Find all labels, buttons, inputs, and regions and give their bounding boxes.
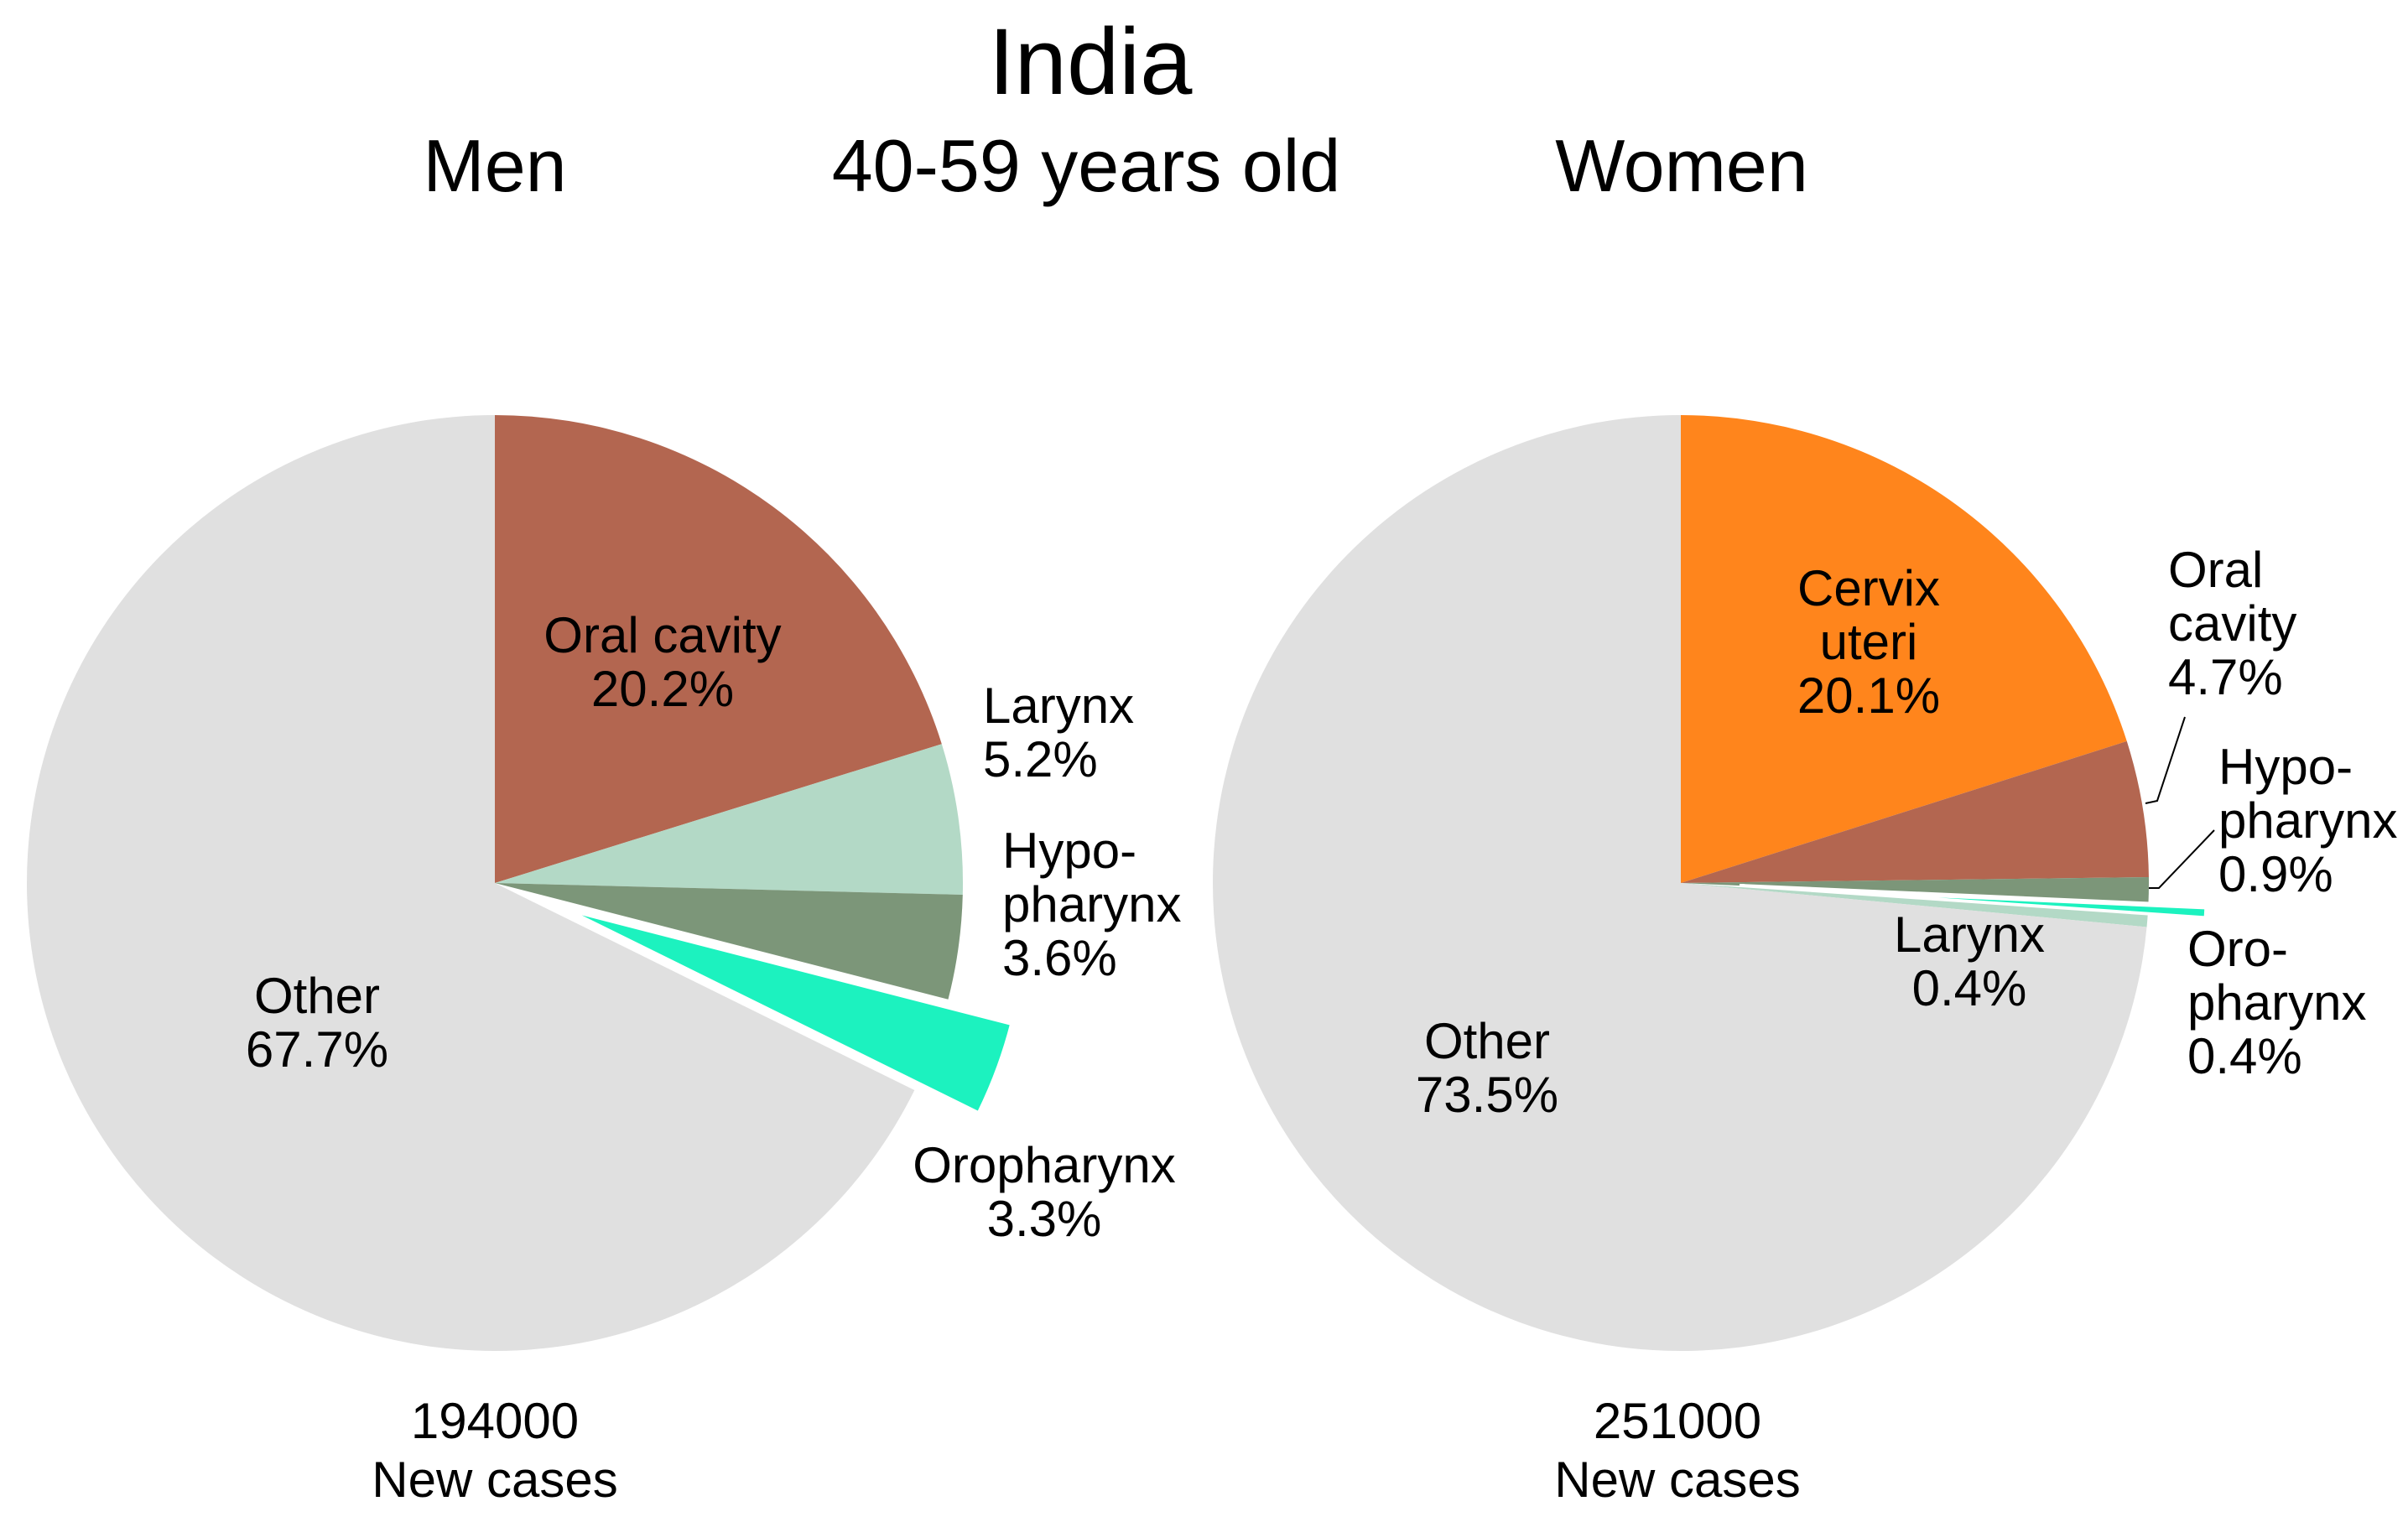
women-label-oral-cavity-line: cavity [2168, 595, 2296, 652]
men-label-oral-cavity: Oral cavity 20.2% [543, 607, 781, 717]
men-label-hypopharynx-line: Hypo- [1002, 823, 1136, 879]
men-labels: Oral cavity 20.2% Larynx 5.2%Hypo-pharynx 3.… [246, 607, 1182, 1247]
men-label-oropharynx: Oropharynx 3.3% [913, 1137, 1175, 1247]
men-label-other-line: 67.7% [246, 1021, 388, 1078]
women-total-cases-label: New cases [1554, 1452, 1800, 1508]
women-label-hypopharynx-line: 0.9% [2218, 846, 2333, 902]
women-label-cervix-uteri-line: 20.1% [1797, 667, 1940, 724]
women-label-oral-cavity: Oral cavity 4.7% [2168, 542, 2296, 705]
women-wedges [1213, 415, 2210, 1351]
men-label-oral-cavity-line: Oral cavity [543, 607, 781, 663]
men-slice-oropharynx [558, 904, 1017, 1118]
women-label-larynx: Larynx 0.4% [1894, 906, 2045, 1016]
women-label-oropharynx-line: pharynx [2187, 974, 2366, 1031]
men-slice-oral-cavity [495, 415, 942, 883]
chart-title: India [989, 9, 1194, 114]
women-labels: Cervix uteri 20.1% Oral cavity 4.7% Hypo-phary… [1416, 542, 2398, 1123]
women-slice-larynx [1681, 883, 2148, 927]
women-label-other: Other 73.5% [1416, 1013, 1558, 1123]
women-label-oropharynx: Oro-pharynx 0.4% [2187, 921, 2366, 1084]
women-label-other-line: 73.5% [1416, 1067, 1558, 1123]
women-slice-cervix-uteri [1681, 415, 2127, 883]
men-label-other: Other 67.7% [246, 968, 388, 1078]
age-group-subtitle: 40-59 years old [832, 124, 1341, 207]
women-label-oral-cavity-line: 4.7% [2168, 649, 2283, 705]
men-label-hypopharynx-line: pharynx [1002, 876, 1181, 932]
men-label-other-line: Other [254, 968, 380, 1024]
women-slice-other [1213, 415, 2147, 1351]
men-slice-other [26, 415, 915, 1351]
women-label-larynx-line: Larynx [1894, 906, 2045, 963]
women-label-cervix-uteri: Cervix uteri 20.1% [1797, 560, 1940, 724]
men-label-larynx-line: 5.2% [983, 731, 1098, 787]
pie-men-title: Men [423, 124, 566, 207]
women-slice-oropharynx [1739, 883, 2210, 922]
women-label-larynx-line: 0.4% [1912, 960, 2027, 1016]
women-label-oral-cavity-line: Oral [2168, 542, 2263, 598]
women-label-other-line: Other [1424, 1013, 1550, 1069]
women-label-oropharynx-line: Oro- [2187, 921, 2288, 977]
women-label-hypopharynx-line: pharynx [2218, 792, 2397, 849]
men-label-oral-cavity-line: 20.2% [591, 661, 734, 717]
men-label-oropharynx-line: Oropharynx [913, 1137, 1175, 1193]
women-total-cases: 251000 [1594, 1393, 1761, 1449]
women-label-cervix-uteri-line: uteri [1820, 614, 1918, 670]
pie-men: Oral cavity 20.2% Larynx 5.2%Hypo-pharynx 3.… [26, 415, 1182, 1351]
men-slice-larynx [495, 744, 963, 896]
women-leader-oral-cavity [2145, 716, 2186, 804]
men-label-larynx: Larynx 5.2% [983, 678, 1134, 787]
men-slice-hypopharynx [495, 883, 963, 1000]
men-label-oropharynx-line: 3.3% [987, 1191, 1102, 1247]
men-total-cases-label: New cases [372, 1452, 617, 1508]
men-label-hypopharynx-line: 3.6% [1002, 930, 1117, 986]
women-label-hypopharynx-line: Hypo- [2218, 739, 2353, 795]
women-label-hypopharynx: Hypo-pharynx 0.9% [2218, 739, 2397, 902]
women-slice-oral-cavity [1681, 740, 2149, 883]
men-total-cases: 194000 [411, 1393, 579, 1449]
pie-women: Cervix uteri 20.1% Oral cavity 4.7% Hypo-phary… [1213, 415, 2397, 1351]
women-label-cervix-uteri-line: Cervix [1797, 560, 1940, 616]
men-label-hypopharynx: Hypo-pharynx 3.6% [1002, 823, 1181, 986]
women-label-oropharynx-line: 0.4% [2187, 1028, 2302, 1084]
men-wedges [26, 415, 1017, 1351]
women-leader-hypopharynx [2149, 829, 2215, 889]
pie-women-title: Women [1555, 124, 1808, 207]
men-label-larynx-line: Larynx [983, 678, 1134, 734]
